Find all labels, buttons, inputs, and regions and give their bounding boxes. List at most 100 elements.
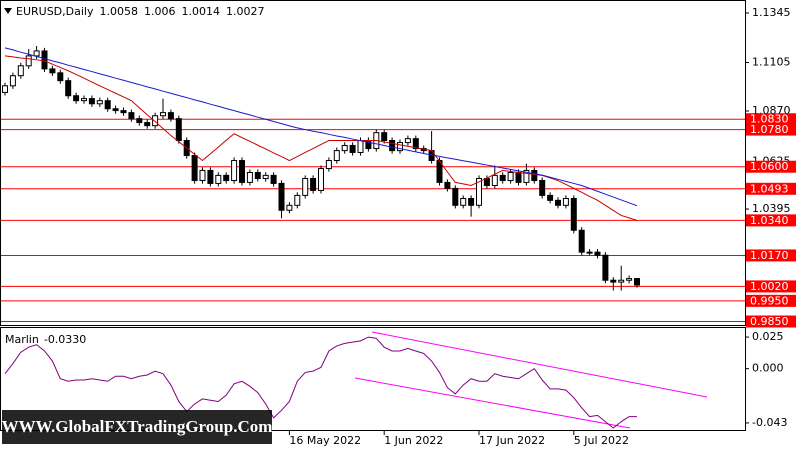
indicator-title: Marlin -0.0330 (5, 333, 86, 346)
candle-body (191, 155, 198, 182)
candle-body (310, 177, 317, 191)
candle-body (33, 50, 40, 57)
candle-body (460, 197, 467, 206)
candle-body (349, 144, 356, 153)
x-tick-label: 17 Jun 2022 (479, 434, 545, 447)
candle-body (626, 278, 633, 281)
candle-body (96, 100, 103, 105)
candle-body (231, 160, 238, 182)
y-tick-label: 1.1345 (752, 6, 791, 19)
candle-body (246, 171, 253, 183)
candle-body (199, 169, 206, 182)
chart-title: EURUSD,Daily 1.0058 1.006 1.0014 1.0027 (16, 5, 264, 18)
candle-body (476, 177, 482, 206)
candle-body (207, 169, 214, 184)
candle-body (262, 174, 269, 179)
level-label-box (746, 249, 796, 262)
candle-body (9, 75, 16, 87)
candle-body (318, 168, 324, 191)
y-tick-label: 0.025 (752, 330, 784, 343)
level-label: 1.0493 (750, 182, 789, 195)
trend-line (371, 331, 708, 398)
candle-body (270, 174, 277, 184)
candle-body (515, 171, 522, 183)
candle-body (499, 174, 506, 182)
candle-body (578, 229, 585, 253)
candle-body (152, 115, 159, 127)
candle-body (254, 171, 261, 179)
candle-body (286, 204, 293, 211)
candle-body (73, 95, 80, 102)
candle-body (397, 142, 403, 152)
symbol: EURUSD,Daily (16, 5, 94, 18)
candle-body (175, 118, 182, 142)
indicator-name: Marlin (5, 333, 39, 346)
candle-body (25, 55, 32, 67)
candle-body (594, 251, 601, 256)
candle-body (17, 65, 24, 77)
candle-body (112, 108, 119, 112)
y-tick-label: 0.000 (752, 362, 784, 375)
ohlc-low: 1.0014 (181, 5, 220, 18)
candle-body (278, 182, 285, 211)
candle-body (634, 278, 640, 286)
candle-body (341, 144, 348, 152)
level-label: 0.9950 (750, 294, 789, 307)
candle-body (223, 174, 230, 182)
level-label: 1.0830 (750, 113, 789, 126)
level-label-box (746, 113, 796, 126)
ohlc-open: 1.0058 (99, 5, 138, 18)
level-label: 1.0780 (750, 123, 789, 136)
ohlc-close: 1.0027 (226, 5, 265, 18)
candle-body (531, 169, 538, 182)
candle-body (602, 254, 609, 281)
candle-body (104, 100, 111, 110)
level-label: 1.0020 (750, 280, 789, 293)
level-label: 1.0170 (750, 249, 789, 262)
level-label-box (746, 280, 796, 293)
candle-body (452, 187, 459, 206)
candle-body (239, 160, 245, 183)
candle-body (49, 68, 56, 74)
y-tick-label: 1.0395 (752, 202, 791, 215)
candle-body (555, 199, 561, 206)
candle-body (389, 140, 396, 152)
series-line (4, 336, 637, 429)
candle-body (610, 279, 617, 283)
series-line (4, 55, 638, 221)
level-label-box (746, 294, 796, 307)
candle-body (2, 85, 8, 93)
candle-body (523, 169, 530, 183)
candle-body (412, 138, 419, 150)
candle-body (357, 140, 364, 153)
x-tick-label: 1 Jun 2022 (384, 434, 443, 447)
candle-body (381, 132, 388, 142)
level-label-box (746, 214, 796, 227)
y-tick-label: -0.043 (752, 416, 787, 429)
level-label-box (746, 123, 796, 136)
candle-body (128, 112, 135, 120)
main-panel (0, 0, 746, 326)
candle-body (136, 118, 143, 124)
x-tick-label: 16 May 2022 (289, 434, 361, 447)
candle-body (325, 160, 332, 170)
candle-body (507, 171, 514, 182)
level-label-box (746, 315, 796, 328)
level-label-box (746, 160, 796, 173)
level-label: 1.0340 (750, 214, 789, 227)
plot: 16 May 2022 1 Jun 2022 17 Jun 2022 5 Jul 20… (1, 6, 796, 447)
candle-body (562, 197, 569, 206)
x-tick-label: 5 Jul 2022 (574, 434, 629, 447)
ohlc-high: 1.006 (144, 5, 176, 18)
level-label-box (746, 182, 796, 195)
candle-body (88, 98, 95, 105)
candle-body (404, 138, 411, 144)
candle-body (586, 251, 593, 254)
candle-body (468, 197, 475, 206)
candle-body (483, 177, 490, 186)
candle-body (65, 80, 72, 97)
candle-body (120, 110, 127, 114)
watermark-box (2, 410, 272, 444)
candle-body (444, 181, 451, 189)
